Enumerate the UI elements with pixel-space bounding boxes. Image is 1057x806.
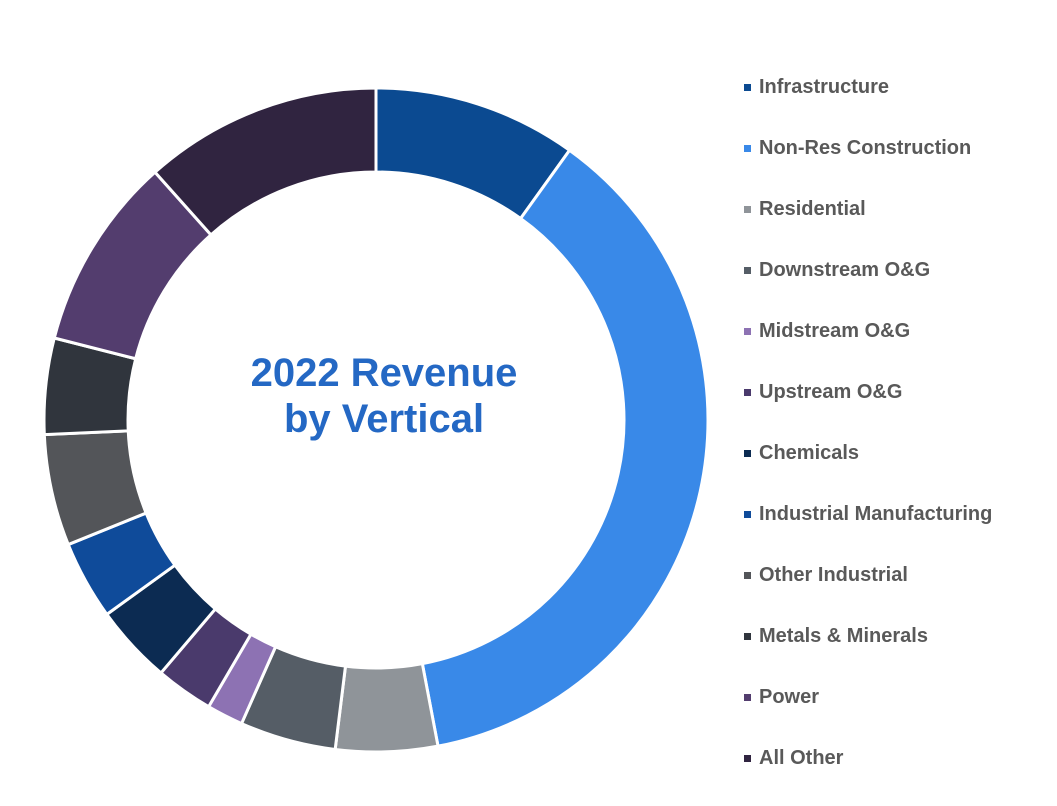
chart-title-line-1: 2022 Revenue	[250, 351, 518, 395]
legend-label: Residential	[759, 198, 866, 220]
legend-swatch	[744, 694, 751, 701]
legend-item-residential: Residential	[744, 196, 992, 257]
legend-label: Metals & Minerals	[759, 625, 928, 647]
legend-label: Non-Res Construction	[759, 137, 972, 159]
legend-swatch	[744, 328, 751, 335]
legend-swatch	[744, 755, 751, 762]
legend-swatch	[744, 389, 751, 396]
chart-title: 2022 Revenue by Vertical	[200, 350, 568, 442]
legend-swatch	[744, 572, 751, 579]
legend-swatch	[744, 84, 751, 91]
legend-swatch	[744, 450, 751, 457]
legend-item-chemicals: Chemicals	[744, 440, 992, 501]
legend-label: Downstream O&G	[759, 259, 931, 281]
legend-label: Midstream O&G	[759, 320, 911, 342]
chart-title-line-2: by Vertical	[283, 397, 485, 441]
legend-label: Industrial Manufacturing	[759, 503, 993, 525]
legend-item-downstream-oandg: Downstream O&G	[744, 257, 992, 318]
legend-item-other-industrial: Other Industrial	[744, 562, 992, 623]
legend-label: Power	[759, 686, 820, 708]
legend-label: Upstream O&G	[759, 381, 903, 403]
legend-swatch	[744, 267, 751, 274]
legend-swatch	[744, 633, 751, 640]
legend-swatch	[744, 145, 751, 152]
legend-item-midstream-oandg: Midstream O&G	[744, 318, 992, 379]
donut-slice-all-other	[152, 86, 378, 238]
legend-item-all-other: All Other	[744, 745, 992, 806]
legend-label: Other Industrial	[759, 564, 908, 586]
legend-label: Chemicals	[759, 442, 860, 464]
legend-label: Infrastructure	[759, 76, 890, 98]
chart-legend: Infrastructure Non-Res Construction Reside…	[744, 74, 992, 806]
donut-slice-non-res-construction	[420, 148, 710, 748]
legend-swatch	[744, 206, 751, 213]
legend-label: All Other	[759, 747, 844, 769]
legend-item-metals-and-minerals: Metals & Minerals	[744, 623, 992, 684]
legend-item-upstream-oandg: Upstream O&G	[744, 379, 992, 440]
legend-item-non-res-construction: Non-Res Construction	[744, 135, 992, 196]
legend-item-power: Power	[744, 684, 992, 745]
legend-item-infrastructure: Infrastructure	[744, 74, 992, 135]
legend-item-industrial-manufacturing: Industrial Manufacturing	[744, 501, 992, 562]
donut-slice-residential	[333, 661, 440, 754]
legend-swatch	[744, 511, 751, 518]
